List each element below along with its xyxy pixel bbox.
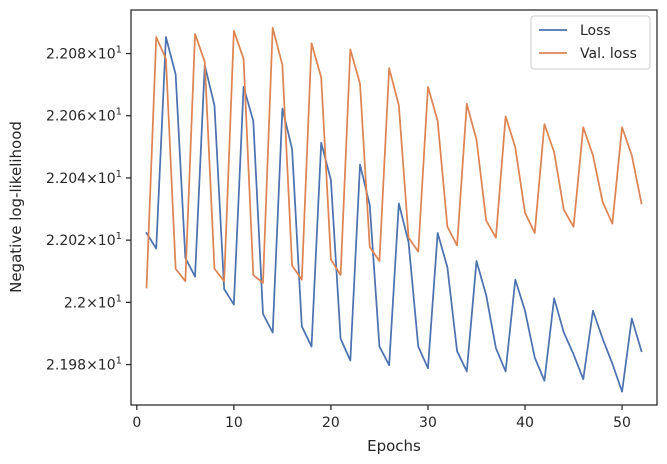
y-tick-label: 2.198×101 [46, 356, 122, 374]
y-tick-label: 2.208×101 [46, 45, 122, 63]
legend-label-val-loss: Val. loss [580, 46, 637, 62]
plot-frame [130, 9, 658, 406]
y-axis-ticks: 2.198×101 2.2×101 2.202×101 2.204×101 2.206×… [46, 45, 131, 374]
x-axis-ticks: 0 10 20 30 40 50 [132, 405, 631, 431]
y-tick-label: 2.2×101 [64, 293, 122, 311]
legend: Loss Val. loss [530, 15, 651, 70]
y-tick-label: 2.204×101 [46, 169, 122, 187]
legend-label-loss: Loss [580, 23, 611, 39]
y-tick-label: 2.206×101 [46, 107, 122, 125]
y-axis-label: Negative log-likelihood [7, 121, 25, 293]
series-line-val-loss [145, 26, 643, 289]
x-tick-label: 0 [132, 415, 141, 431]
x-tick-label: 50 [613, 415, 631, 431]
x-tick-label: 10 [225, 415, 243, 431]
x-tick-label: 30 [419, 415, 437, 431]
x-tick-label: 40 [516, 415, 534, 431]
x-axis-label: Epochs [367, 437, 421, 455]
y-tick-label: 2.202×101 [46, 231, 122, 249]
x-tick-label: 20 [322, 415, 340, 431]
series-layer [145, 26, 643, 393]
series-line-loss [145, 36, 643, 393]
